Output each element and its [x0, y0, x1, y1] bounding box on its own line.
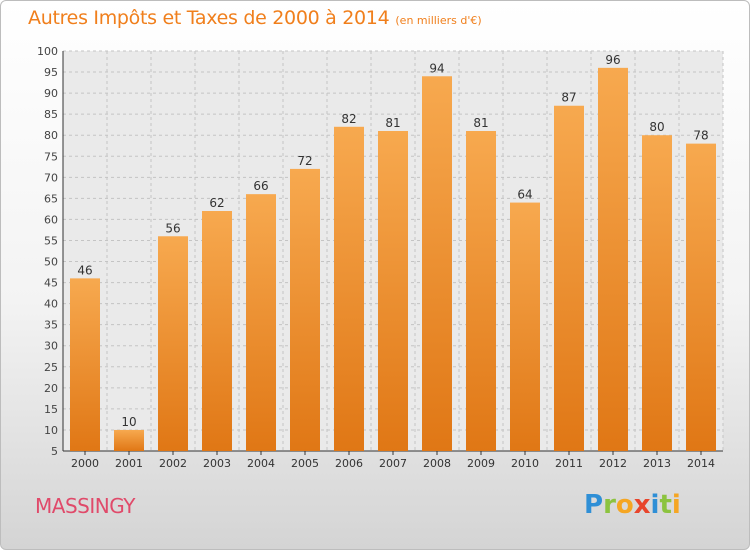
x-tick-label: 2007	[379, 457, 407, 470]
x-tick-label: 2002	[159, 457, 187, 470]
title-row: Autres Impôts et Taxes de 2000 à 2014 (en…	[28, 7, 482, 29]
x-tick-label: 2012	[599, 457, 627, 470]
x-tick-label: 2006	[335, 457, 363, 470]
bar	[466, 131, 496, 451]
x-tick-label: 2014	[687, 457, 715, 470]
y-tick-label: 30	[44, 340, 58, 353]
y-tick-label: 95	[44, 66, 58, 79]
y-tick-label: 50	[44, 256, 58, 269]
bar	[422, 76, 452, 452]
logo-letter: o	[615, 490, 634, 520]
y-tick-label: 55	[44, 234, 58, 247]
y-tick-label: 85	[44, 108, 58, 121]
x-tick-label: 2008	[423, 457, 451, 470]
data-label: 78	[693, 129, 708, 143]
y-tick-label: 65	[44, 192, 58, 205]
y-tick-label: 60	[44, 213, 58, 226]
data-label: 94	[429, 61, 444, 75]
x-tick-label: 2013	[643, 457, 671, 470]
data-label: 82	[341, 112, 356, 126]
proxiti-logo: Proxiti	[584, 490, 681, 520]
bar	[378, 131, 408, 451]
bar	[290, 168, 320, 452]
bar	[158, 236, 188, 451]
data-label: 81	[473, 116, 488, 130]
commune-name: MASSINGY	[35, 494, 135, 518]
logo-letter: r	[603, 490, 616, 520]
x-tick-label: 2003	[203, 457, 231, 470]
data-label: 10	[121, 415, 136, 429]
bars	[70, 67, 716, 452]
y-tick-label: 75	[44, 150, 58, 163]
data-label: 46	[77, 263, 92, 277]
bar	[554, 105, 584, 451]
data-label: 62	[209, 196, 224, 210]
logo-letter: t	[659, 490, 672, 520]
bar	[686, 143, 716, 451]
y-tick-label: 80	[44, 129, 58, 142]
chart-title: Autres Impôts et Taxes de 2000 à 2014	[28, 7, 390, 29]
logo-letter: P	[584, 490, 604, 520]
chart-subtitle: (en milliers d'€)	[395, 14, 482, 27]
y-tick-label: 5	[51, 445, 58, 458]
x-tick-label: 2001	[115, 457, 143, 470]
y-tick-label: 40	[44, 298, 58, 311]
y-tick-label: 35	[44, 319, 58, 332]
x-tick-label: 2005	[291, 457, 319, 470]
data-label: 66	[253, 179, 268, 193]
y-tick-label: 70	[44, 171, 58, 184]
x-tick-label: 2010	[511, 457, 539, 470]
data-label: 64	[517, 188, 532, 202]
y-tick-label: 90	[44, 87, 58, 100]
logo-letter: i	[671, 490, 681, 520]
logo-letter: i	[650, 490, 660, 520]
y-tick-label: 100	[37, 45, 58, 58]
x-tick-label: 2000	[71, 457, 99, 470]
bar	[598, 67, 628, 451]
x-tick-label: 2004	[247, 457, 275, 470]
data-label: 56	[165, 221, 180, 235]
y-tick-label: 15	[44, 403, 58, 416]
bar	[246, 194, 276, 451]
bar	[642, 135, 672, 452]
axes: 5 10 15 20 25 30 35 40 45 50 55 60 65 70 75 80 85 90 95 100…	[37, 45, 723, 470]
logo-letter: x	[633, 490, 651, 520]
x-tick-label: 2011	[555, 457, 583, 470]
y-tick-label: 20	[44, 382, 58, 395]
data-label: 96	[605, 53, 620, 67]
y-tick-label: 45	[44, 277, 58, 290]
bar	[114, 429, 144, 451]
data-label: 72	[297, 154, 312, 168]
y-tick-label: 25	[44, 361, 58, 374]
data-label: 80	[649, 120, 664, 134]
bar	[510, 202, 540, 451]
data-label: 81	[385, 116, 400, 130]
bar	[202, 211, 232, 451]
bar	[334, 126, 364, 451]
data-labels: 46 10 56 62 66 72 82 81 94 81 64 87 96 80 78	[77, 53, 708, 429]
data-label: 87	[561, 91, 576, 105]
bar	[70, 278, 100, 451]
x-tick-label: 2009	[467, 457, 495, 470]
y-tick-label: 10	[44, 424, 58, 437]
